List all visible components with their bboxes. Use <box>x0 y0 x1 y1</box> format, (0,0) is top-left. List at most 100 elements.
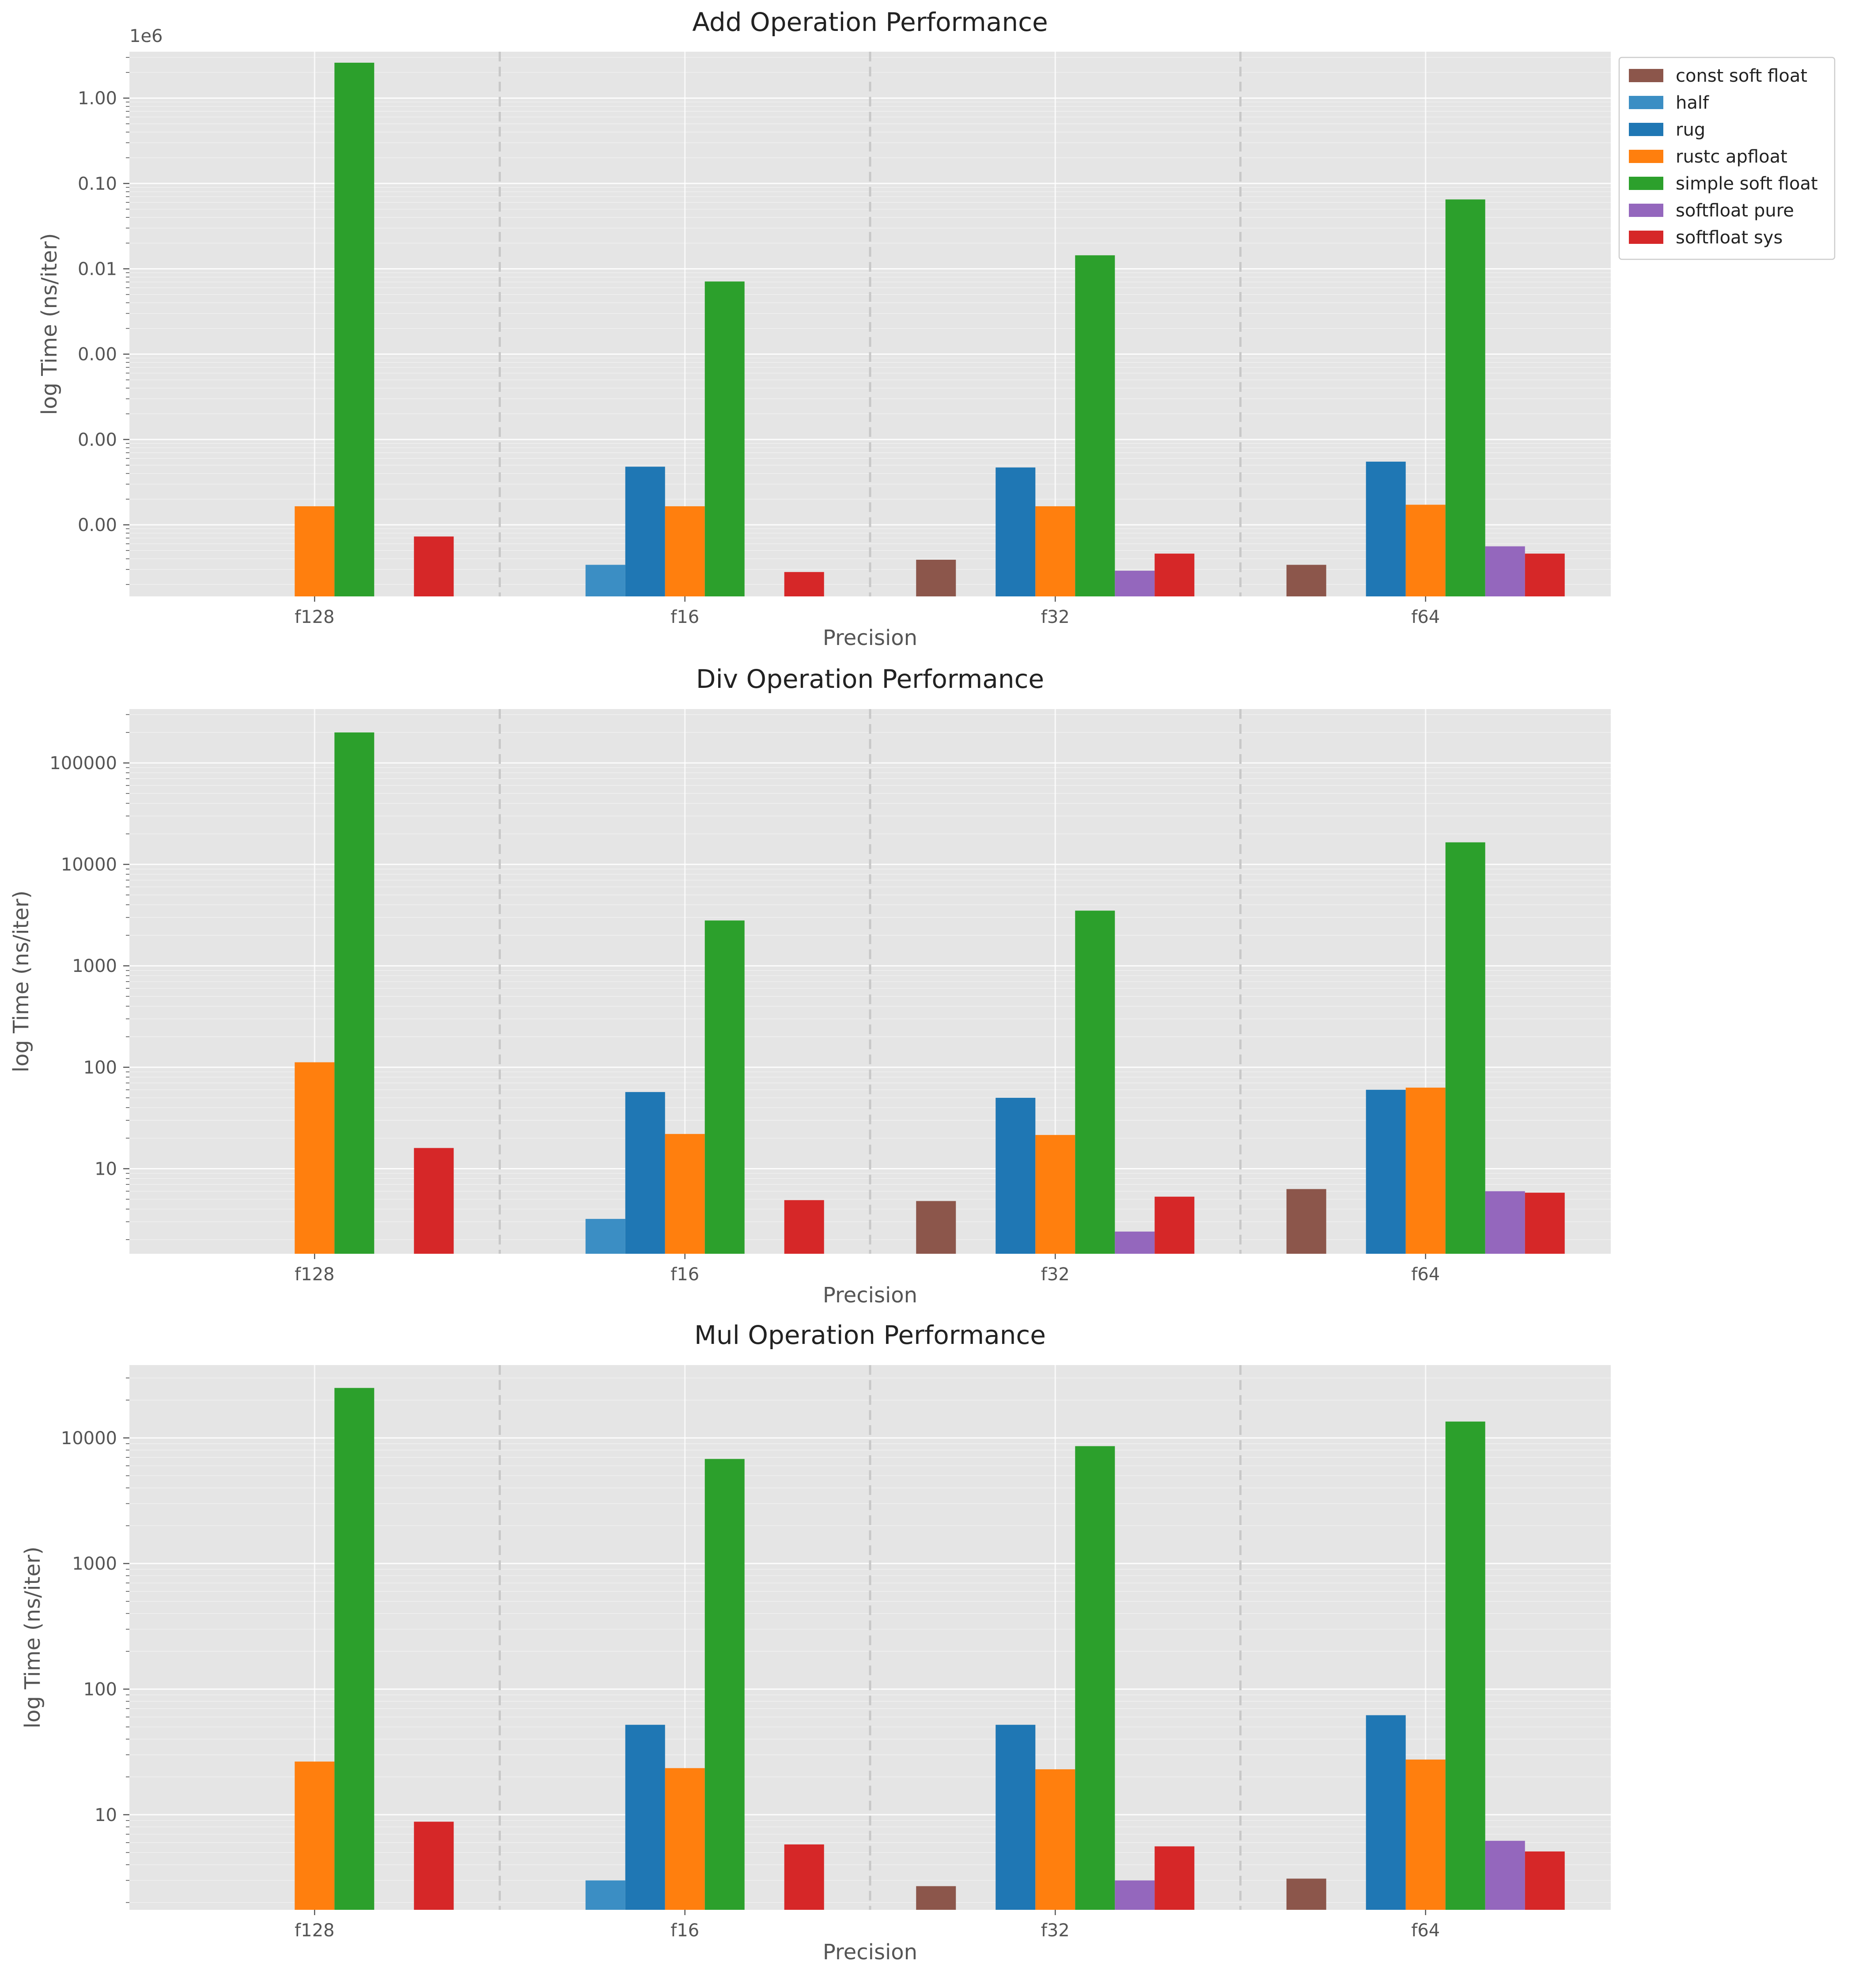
bar-rustc-apfloat-f128 <box>295 1062 335 1254</box>
bar-const-soft-float-f64 <box>1286 1189 1326 1254</box>
bar-simple-soft-float-f16 <box>704 281 745 596</box>
bar-rug-f16 <box>625 467 665 596</box>
bar-rug-f64 <box>1366 1715 1406 1910</box>
bar-softfloat-sys-f64 <box>1525 1851 1565 1910</box>
bar-simple-soft-float-f16 <box>704 920 745 1254</box>
y-tick-label: 100000 <box>49 753 117 774</box>
bar-softfloat-pure-f64 <box>1485 1840 1525 1910</box>
legend-swatch-softfloat-sys <box>1629 231 1663 244</box>
x-tick-label: f32 <box>1041 1920 1070 1941</box>
bar-rug-f32 <box>996 1097 1036 1254</box>
bar-rustc-apfloat-f16 <box>665 506 705 596</box>
bar-rustc-apfloat-f16 <box>665 1768 705 1910</box>
bars <box>295 62 1565 596</box>
bar-half-f16 <box>585 1880 625 1910</box>
y-tick-label: 1000 <box>72 1554 117 1574</box>
bar-half-f16 <box>585 1219 625 1254</box>
bar-softfloat-sys-f16 <box>784 572 824 596</box>
bar-softfloat-pure-f64 <box>1485 1191 1525 1254</box>
bar-simple-soft-float-f128 <box>334 62 375 596</box>
bar-simple-soft-float-f16 <box>704 1459 745 1910</box>
y-axis-label: log Time (ns/iter) <box>9 891 34 1073</box>
bar-softfloat-pure-f32 <box>1115 1880 1155 1910</box>
x-tick-label: f64 <box>1411 1920 1440 1941</box>
bar-softfloat-sys-f64 <box>1525 1192 1565 1254</box>
y-tick-label: 10000 <box>61 855 117 875</box>
bar-rug-f32 <box>996 467 1036 596</box>
chart-panel-3: f128 f16 f32 f64 10 100 1000 10000 Mul Operation… <box>20 1320 1611 1965</box>
bar-const-soft-float-f32 <box>916 1201 956 1254</box>
bar-rustc-apfloat-f32 <box>1035 1769 1075 1910</box>
bar-softfloat-sys-f32 <box>1155 554 1195 596</box>
y-tick-label: 0.10 <box>78 174 117 194</box>
legend-swatch-rustc-apfloat <box>1629 150 1663 163</box>
x-tick-label: f32 <box>1041 1264 1070 1285</box>
x-tick-label: f32 <box>1041 607 1070 627</box>
legend-label: softfloat sys <box>1676 228 1783 248</box>
chart-title: Add Operation Performance <box>692 7 1048 37</box>
bar-rug-f16 <box>625 1725 665 1910</box>
y-axis-label: log Time (ns/iter) <box>37 233 62 415</box>
legend-label: const soft float <box>1676 66 1807 86</box>
y-tick-label: 0.00 <box>78 430 117 450</box>
bar-simple-soft-float-f64 <box>1445 842 1485 1254</box>
bar-simple-soft-float-f64 <box>1445 199 1485 596</box>
legend-label: rug <box>1676 120 1705 140</box>
bar-rug-f32 <box>996 1725 1036 1910</box>
legend-label: half <box>1676 93 1709 113</box>
bar-rug-f16 <box>625 1092 665 1254</box>
y-tick-label: 0.01 <box>78 259 117 279</box>
bar-softfloat-sys-f128 <box>414 1148 454 1254</box>
bar-rug-f64 <box>1366 1089 1406 1254</box>
bar-simple-soft-float-f32 <box>1075 911 1115 1254</box>
x-tick-label: f16 <box>670 1920 699 1941</box>
legend-box <box>1618 57 1836 260</box>
bar-const-soft-float-f64 <box>1286 565 1326 596</box>
bar-rustc-apfloat-f64 <box>1405 1087 1446 1254</box>
legend: const soft float half rug rustc apfloat simp… <box>1618 57 1836 260</box>
bar-rustc-apfloat-f32 <box>1035 1135 1075 1254</box>
legend-swatch-simple-soft-float <box>1629 177 1663 190</box>
x-axis-label: Precision <box>823 1283 917 1308</box>
chart-title: Mul Operation Performance <box>694 1320 1046 1350</box>
x-tick-label: f16 <box>670 1264 699 1285</box>
bar-softfloat-pure-f32 <box>1115 570 1155 596</box>
x-tick-label: f128 <box>295 1264 334 1285</box>
bar-const-soft-float-f64 <box>1286 1878 1326 1910</box>
bar-simple-soft-float-f64 <box>1445 1421 1485 1910</box>
y-tick-label: 1000 <box>72 956 117 976</box>
bar-rug-f64 <box>1366 461 1406 596</box>
legend-swatch-half <box>1629 96 1663 109</box>
y-tick-label: 0.00 <box>78 345 117 365</box>
x-tick-label: f128 <box>295 1920 334 1941</box>
bar-softfloat-sys-f16 <box>784 1844 824 1910</box>
bar-simple-soft-float-f32 <box>1075 1446 1115 1910</box>
x-tick-label: f128 <box>295 607 334 627</box>
bar-softfloat-sys-f64 <box>1525 554 1565 596</box>
bar-softfloat-sys-f16 <box>784 1200 824 1254</box>
bar-rustc-apfloat-f128 <box>295 506 335 596</box>
bars <box>295 1388 1565 1910</box>
bar-rustc-apfloat-f16 <box>665 1134 705 1254</box>
legend-label: simple soft float <box>1676 174 1818 194</box>
bar-softfloat-sys-f128 <box>414 536 454 596</box>
x-tick-label: f64 <box>1411 1264 1440 1285</box>
bar-softfloat-pure-f32 <box>1115 1231 1155 1254</box>
bar-simple-soft-float-f128 <box>334 1388 375 1910</box>
y-axis-label: log Time (ns/iter) <box>20 1547 45 1729</box>
bar-softfloat-sys-f32 <box>1155 1846 1195 1910</box>
chart-panel-1: f128 f16 f32 f64 0.00 0.00 0.00 0.01 0.10 1.00 1e6… <box>37 7 1611 650</box>
y-tick-label: 100 <box>83 1058 117 1078</box>
y-tick-label: 100 <box>83 1679 117 1700</box>
bar-half-f16 <box>585 565 625 596</box>
bar-softfloat-sys-f32 <box>1155 1196 1195 1254</box>
y-offset-text: 1e6 <box>129 26 163 46</box>
bar-rustc-apfloat-f32 <box>1035 506 1075 596</box>
legend-swatch-rug <box>1629 123 1663 136</box>
legend-label: rustc apfloat <box>1676 147 1787 167</box>
bar-rustc-apfloat-f64 <box>1405 505 1446 596</box>
x-tick-label: f64 <box>1411 607 1440 627</box>
legend-label: softfloat pure <box>1676 201 1794 221</box>
